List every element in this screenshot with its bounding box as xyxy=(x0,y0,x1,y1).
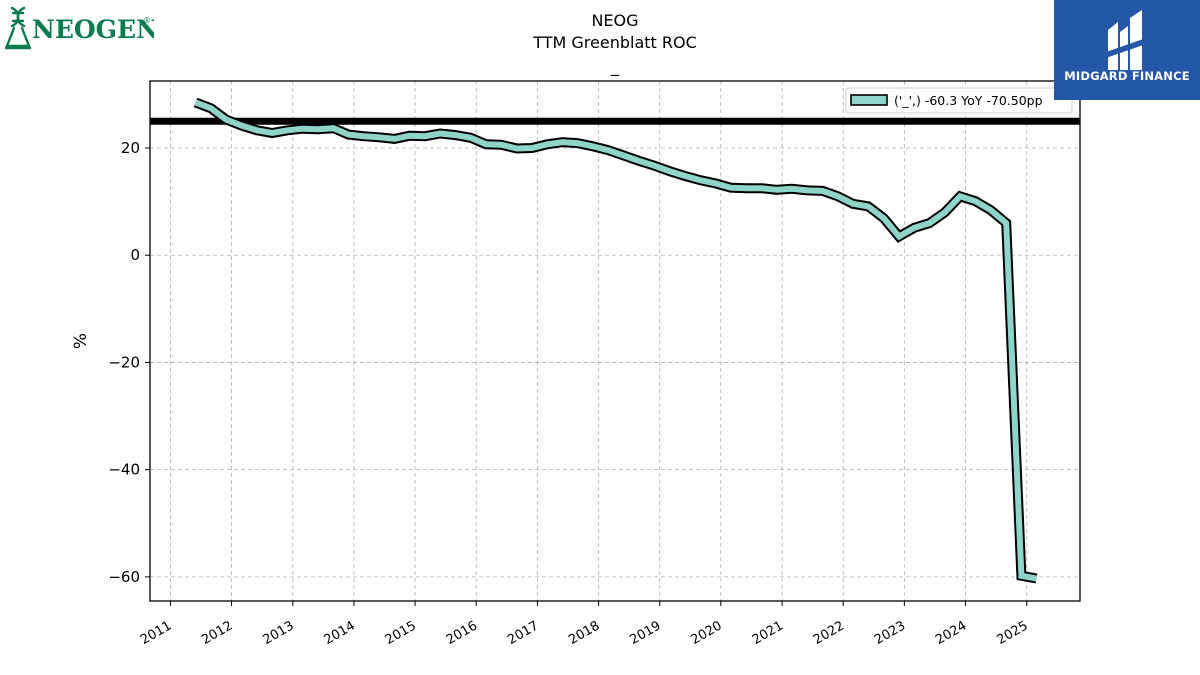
x-tick-label: 2019 xyxy=(627,618,663,648)
grid-layer xyxy=(150,81,1080,601)
y-tick-label: −60 xyxy=(108,568,140,586)
x-tick-label: 2025 xyxy=(994,618,1030,648)
x-tick-label: 2022 xyxy=(811,618,847,648)
neogen-logo: NEOGEN ® xyxy=(4,4,159,52)
y-tick-label: −40 xyxy=(108,461,140,479)
chart-title-ticker: NEOG xyxy=(591,11,638,30)
x-tick-label: 2018 xyxy=(566,618,602,648)
x-axis: 2011 2012 2013 2014 2015 2016 2017 2018 2019 2020… xyxy=(138,601,1031,648)
x-tick-label: 2012 xyxy=(199,618,235,648)
x-tick-label: 2023 xyxy=(872,618,908,648)
x-tick-label: 2011 xyxy=(138,618,174,648)
y-tick-label: 20 xyxy=(121,139,140,157)
x-tick-label: 2013 xyxy=(261,618,297,648)
legend: ('_',) -60.3 YoY -70.50pp xyxy=(845,87,1073,114)
legend-swatch xyxy=(850,94,888,106)
y-axis: 20 0 −20 −40 −60 xyxy=(108,139,150,586)
x-tick-label: 2014 xyxy=(322,618,358,648)
x-tick-label: 2017 xyxy=(505,618,541,648)
x-tick-label: 2024 xyxy=(933,618,969,648)
y-tick-label: 0 xyxy=(130,246,140,264)
legend-label: ('_',) -60.3 YoY -70.50pp xyxy=(894,93,1043,108)
neogen-wordmark: NEOGEN xyxy=(32,15,154,44)
x-tick-label: 2020 xyxy=(689,618,725,648)
midgard-finance-logo: MIDGARD FINANCE xyxy=(1054,0,1200,100)
flask-helix-icon xyxy=(4,6,32,50)
y-tick-label: −20 xyxy=(108,353,140,371)
x-tick-label: 2016 xyxy=(444,618,480,648)
y-axis-label: % xyxy=(71,333,91,349)
series-line xyxy=(194,99,1038,582)
plot-frame xyxy=(149,80,1081,602)
series-line-outline xyxy=(193,97,1038,584)
midgard-wordmark: MIDGARD FINANCE xyxy=(1064,69,1190,83)
chart-title-metric: TTM Greenblatt ROC xyxy=(532,33,697,52)
x-tick-label: 2015 xyxy=(383,618,419,648)
x-tick-label: 2021 xyxy=(750,618,786,648)
neogen-registered-mark: ® xyxy=(143,16,151,25)
series-layer xyxy=(193,97,1038,584)
legend-box xyxy=(845,87,1073,114)
midgard-mark-icon xyxy=(1106,10,1146,70)
chart-subtitle: _ xyxy=(610,57,620,77)
